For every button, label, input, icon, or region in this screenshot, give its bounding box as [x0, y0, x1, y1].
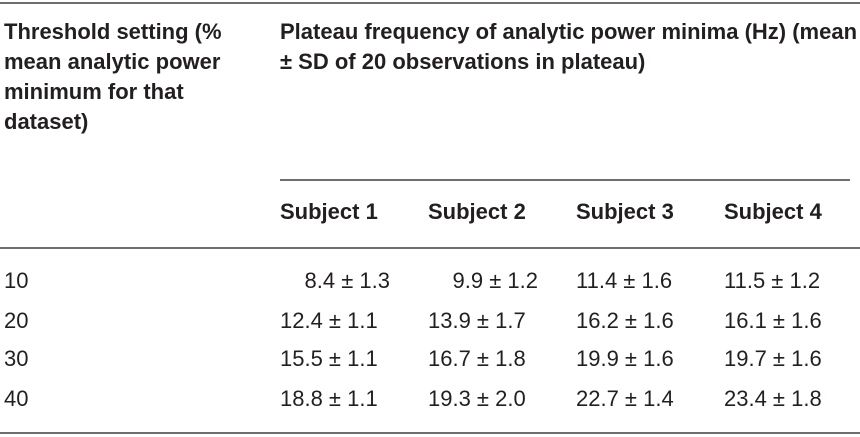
- value-cell: 16.1 ± 1.6: [724, 308, 822, 333]
- top-rule: [0, 2, 860, 4]
- plateau-frequency-header: Plateau frequency of analytic power mini…: [280, 19, 858, 74]
- header-body-rule: [0, 247, 860, 249]
- value-cell: 11.4 ± 1.6: [576, 268, 673, 293]
- value-cell: 13.9 ± 1.7: [428, 308, 526, 333]
- threshold-column-header: Threshold setting (% mean analytic power…: [4, 19, 222, 134]
- value-cell: 8.4 ± 1.3: [304, 268, 390, 293]
- value-cell: 12.4 ± 1.1: [280, 308, 378, 333]
- subject-header-rule: [280, 179, 850, 181]
- subject-3-header: Subject 3: [576, 199, 674, 224]
- bottom-rule: [0, 432, 860, 434]
- value-cell: 19.7 ± 1.6: [724, 346, 822, 371]
- value-cell: 19.9 ± 1.6: [576, 346, 674, 371]
- value-cell: 16.7 ± 1.8: [428, 346, 526, 371]
- value-cell: 19.3 ± 2.0: [428, 386, 526, 411]
- value-cell: 16.2 ± 1.6: [576, 308, 674, 333]
- value-cell: 11.5 ± 1.2: [724, 268, 821, 293]
- threshold-cell: 20: [4, 308, 29, 333]
- subject-1-header: Subject 1: [280, 199, 378, 224]
- value-cell: 15.5 ± 1.1: [280, 346, 378, 371]
- value-cell: 9.9 ± 1.2: [452, 268, 538, 293]
- value-cell: 23.4 ± 1.8: [724, 386, 822, 411]
- subject-4-header: Subject 4: [724, 199, 822, 224]
- threshold-cell: 30: [4, 346, 29, 371]
- subject-2-header: Subject 2: [428, 199, 526, 224]
- threshold-cell: 40: [4, 386, 29, 411]
- value-cell: 18.8 ± 1.1: [280, 386, 378, 411]
- value-cell: 22.7 ± 1.4: [576, 386, 674, 411]
- threshold-cell: 10: [4, 268, 29, 293]
